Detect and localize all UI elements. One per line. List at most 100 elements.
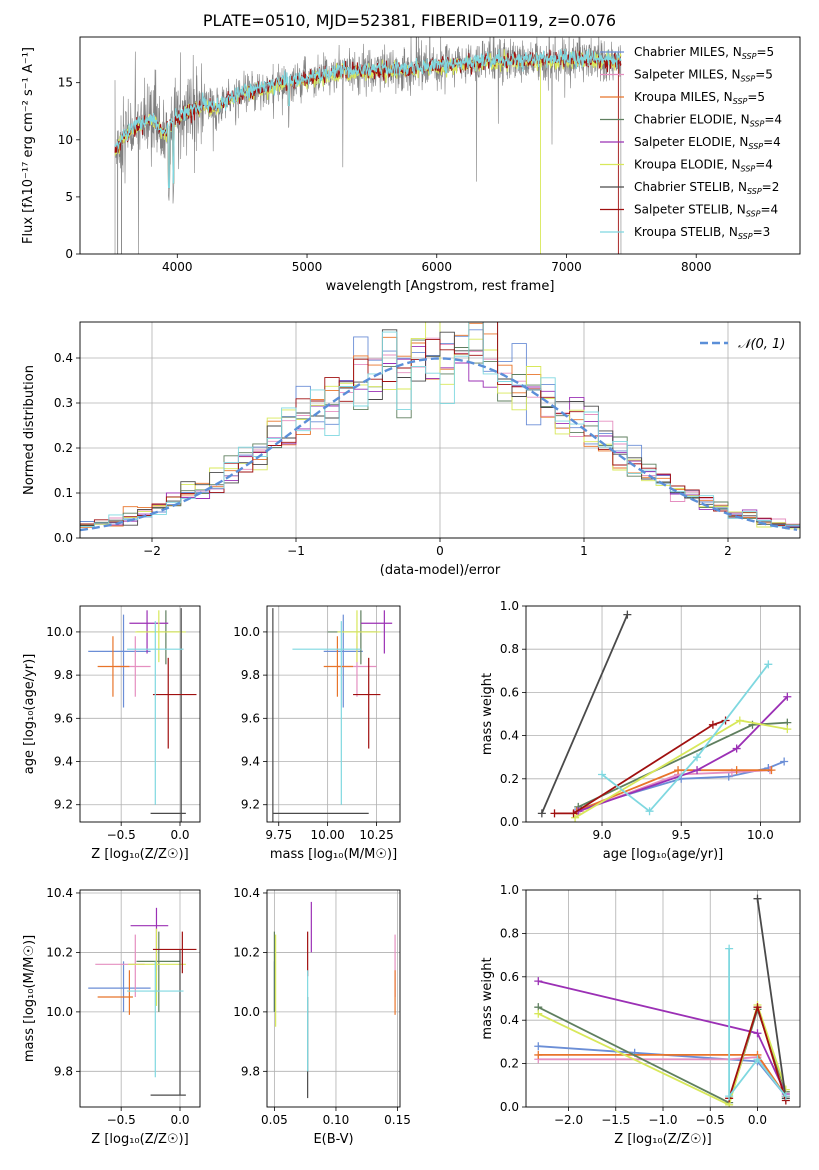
mass-vs-ebv-ytick-label: 10.4 — [233, 886, 260, 900]
age-vs-mass-ytick-label: 10.0 — [233, 625, 260, 639]
weight-vs-age-xlabel: age [log₁₀(age/yr)] — [603, 847, 724, 862]
residuals-ytick-label: 0.1 — [54, 486, 73, 500]
series-point — [693, 766, 702, 775]
series-point — [674, 766, 683, 775]
spectrum-frame — [79, 36, 801, 255]
series-point — [735, 716, 744, 725]
spectrum-xlabel: wavelength [Angstrom, rest frame] — [326, 279, 555, 294]
series-point — [725, 1092, 734, 1101]
series-point — [534, 1009, 543, 1018]
residuals-ytick-label: 0.4 — [54, 351, 73, 365]
weight-vs-age-xtick-label: 10.0 — [747, 828, 774, 842]
series-point — [753, 894, 762, 903]
spectrum-xtick-label: 6000 — [421, 260, 452, 274]
weight-vs-Z-ylabel: mass weight — [480, 957, 495, 1039]
mass-vs-ebv-ytick-label: 9.8 — [241, 1064, 260, 1078]
mass-vs-Z-frame — [79, 889, 201, 1108]
mass-vs-Z-xlabel: Z [log₁₀(Z/Z☉)] — [91, 1132, 188, 1147]
legend-entry: Kroupa MILES, NSSP=5 — [634, 90, 765, 106]
weight-vs-age-xtick-label: 9.5 — [672, 828, 691, 842]
age-vs-Z-ytick-label: 9.2 — [54, 798, 73, 812]
series-point — [623, 610, 632, 619]
legend-entry: Kroupa STELIB, NSSP=3 — [634, 225, 770, 241]
spectrum-xtick-label: 4000 — [162, 260, 193, 274]
mass-vs-Z-points — [88, 907, 197, 1096]
weight-vs-Z-series — [534, 894, 790, 1107]
series-line — [578, 696, 788, 813]
series-point — [764, 660, 773, 669]
series-point — [753, 1029, 762, 1038]
series-line — [554, 719, 726, 815]
spectrum-xtick-label: 5000 — [292, 260, 323, 274]
spectrum-ytick-label: 0 — [65, 247, 73, 261]
mass-vs-Z-ytick-label: 10.0 — [46, 1005, 73, 1019]
weight-vs-age-frame — [525, 605, 801, 823]
spectrum-model-line — [114, 48, 622, 189]
spectrum-xtick-label: 7000 — [551, 260, 582, 274]
age-vs-Z-ylabel: age [log₁₀(age/yr)] — [22, 654, 37, 775]
mass-vs-ebv-xtick-label: 0.15 — [384, 1113, 411, 1127]
residuals-ytick-label: 0.3 — [54, 396, 73, 410]
residuals-frame — [79, 321, 801, 539]
age-vs-Z-xtick-label: −0.5 — [107, 828, 136, 842]
mass-vs-Z-ylabel: mass [log₁₀(M/M☉)] — [22, 935, 37, 1062]
legend-entry: Kroupa ELODIE, NSSP=4 — [634, 158, 773, 174]
series-point — [783, 725, 792, 734]
weight-vs-age-ytick-label: 0.0 — [500, 815, 519, 829]
age-vs-mass-ytick-label: 9.8 — [241, 668, 260, 682]
mass-vs-Z-ytick-label: 9.8 — [54, 1064, 73, 1078]
age-vs-mass-xlabel: mass [log₁₀(M/M☉)] — [270, 847, 397, 862]
series-point — [732, 766, 741, 775]
spectrum-xtick-label: 8000 — [681, 260, 712, 274]
weight-vs-Z-ytick-label: 0.0 — [500, 1100, 519, 1114]
mass-vs-ebv-ytick-label: 10.0 — [233, 1005, 260, 1019]
series-line — [538, 1056, 787, 1097]
weight-vs-age-ytick-label: 1.0 — [500, 599, 519, 613]
mass-vs-ebv-xtick-label: 0.10 — [323, 1113, 350, 1127]
legend-entry: 𝒩(0, 1) — [738, 337, 785, 352]
age-vs-Z-axes: −0.5 0.0 9.2 9.4 9.6 9.8 10.0 — [46, 606, 200, 842]
weight-vs-Z-xtick-label: −0.5 — [696, 1113, 725, 1127]
mass-vs-Z-ytick-label: 10.4 — [46, 886, 73, 900]
spectrum-lines — [114, 37, 622, 254]
residuals-legend: 𝒩(0, 1) — [700, 337, 785, 352]
age-vs-mass-xtick-label: 10.00 — [310, 828, 344, 842]
weight-vs-age-ytick-label: 0.2 — [500, 772, 519, 786]
age-vs-mass-ytick-label: 9.4 — [241, 755, 260, 769]
weight-vs-Z-xtick-label: −2.0 — [554, 1113, 583, 1127]
spectrum-axes: 4000 5000 6000 7000 8000 0 5 10 15 — [58, 76, 712, 274]
series-point — [537, 809, 546, 818]
legend-entry: Chabrier STELIB, NSSP=2 — [634, 180, 779, 196]
spectrum-ytick-label: 15 — [58, 76, 73, 90]
residuals-ytick-label: 0.0 — [54, 531, 73, 545]
residuals-xlabel: (data-model)/error — [380, 563, 501, 578]
weight-vs-age-ytick-label: 0.4 — [500, 729, 519, 743]
spectrum-data-line — [114, 37, 622, 254]
age-vs-mass-axes: 9.75 10.00 10.25 9.2 9.4 9.6 9.8 10.0 — [233, 606, 400, 842]
spectrum-legend: Chabrier MILES, NSSP=5 Salpeter MILES, NS… — [600, 45, 782, 241]
series-point — [569, 809, 578, 818]
series-point — [645, 807, 654, 816]
series-point — [534, 1050, 543, 1059]
age-vs-Z-frame — [79, 605, 201, 823]
weight-vs-age-ytick-label: 0.6 — [500, 685, 519, 699]
series-point — [753, 1055, 762, 1064]
weight-vs-age-xtick-label: 9.0 — [592, 828, 611, 842]
mass-vs-ebv-xtick-label: 0.05 — [261, 1113, 288, 1127]
weight-vs-Z-frame — [525, 889, 801, 1108]
legend-entry: Chabrier MILES, NSSP=5 — [634, 45, 774, 61]
weight-vs-Z-ytick-label: 0.6 — [500, 970, 519, 984]
series-line — [756, 898, 787, 1099]
residuals-xtick-label: −2 — [143, 544, 161, 558]
age-vs-mass-xtick-label: 9.75 — [265, 828, 292, 842]
series-point — [781, 1092, 790, 1101]
weight-vs-Z-ytick-label: 0.8 — [500, 926, 519, 940]
series-point — [780, 757, 789, 766]
spectrum-ytick-label: 10 — [58, 133, 73, 147]
weight-vs-age-series — [537, 610, 792, 822]
residual-histograms — [80, 322, 800, 532]
mass-vs-ebv-frame — [266, 889, 401, 1108]
weight-vs-age-ytick-label: 0.8 — [500, 642, 519, 656]
mass-vs-Z-xtick-label: −0.5 — [107, 1113, 136, 1127]
age-vs-mass-ytick-label: 9.6 — [241, 711, 260, 725]
